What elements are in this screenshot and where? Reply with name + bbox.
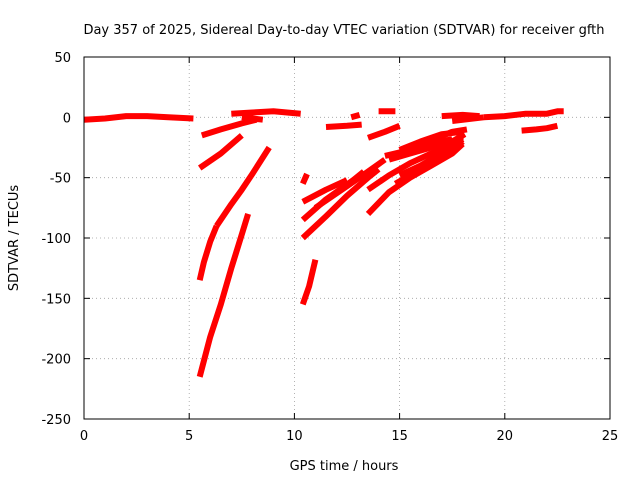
y-tick-label: 50: [54, 51, 71, 66]
y-tick-label: -200: [41, 353, 71, 368]
y-tick-label: 0: [63, 111, 71, 126]
x-tick-label: 20: [497, 429, 514, 444]
data-series-track: [300, 166, 381, 241]
data-series-track: [325, 121, 362, 130]
x-tick-label: 0: [80, 429, 88, 444]
x-tick-label: 10: [286, 429, 303, 444]
data-series-track: [196, 213, 251, 378]
y-axis-label: SDTVAR / TECUs: [7, 185, 22, 292]
chart-title: Day 357 of 2025, Sidereal Day-to-day VTE…: [83, 23, 604, 38]
data-series-track: [83, 113, 194, 123]
data-series-track: [521, 122, 559, 134]
x-tick-label: 25: [602, 429, 619, 444]
data-series-track: [196, 224, 220, 281]
y-tick-label: -150: [41, 292, 71, 307]
data-series-track: [435, 131, 467, 156]
data-series-track: [241, 114, 264, 123]
data-series-track: [313, 157, 387, 211]
data-series-track: [398, 136, 465, 179]
y-tick-label: -250: [41, 413, 71, 428]
y-tick-label: -50: [50, 172, 71, 187]
plot-frame: [83, 56, 611, 420]
data-series-track: [483, 108, 564, 121]
data-series-track: [419, 126, 468, 149]
data-series-track: [350, 112, 361, 121]
y-tick-label: -100: [41, 232, 71, 247]
data-series-track: [200, 116, 258, 139]
x-tick-label: 5: [185, 429, 193, 444]
data-series-track: [231, 108, 301, 117]
data-series-track: [214, 145, 272, 228]
x-tick-label: 15: [391, 429, 408, 444]
x-axis-label: GPS time / hours: [290, 459, 399, 474]
data-series-track: [366, 123, 401, 141]
data-series-track: [301, 177, 349, 205]
data-series-track: [451, 114, 485, 124]
y-tick-labels: 50 0 -50 -100 -150 -200 -250: [41, 51, 71, 428]
data-series-track: [299, 259, 319, 306]
data-series-track: [300, 172, 310, 185]
data-series-track: [198, 133, 244, 171]
series-layer: [83, 108, 564, 378]
x-tick-labels: 0 5 10 15 20 25: [80, 429, 618, 444]
data-series-track: [393, 139, 465, 187]
